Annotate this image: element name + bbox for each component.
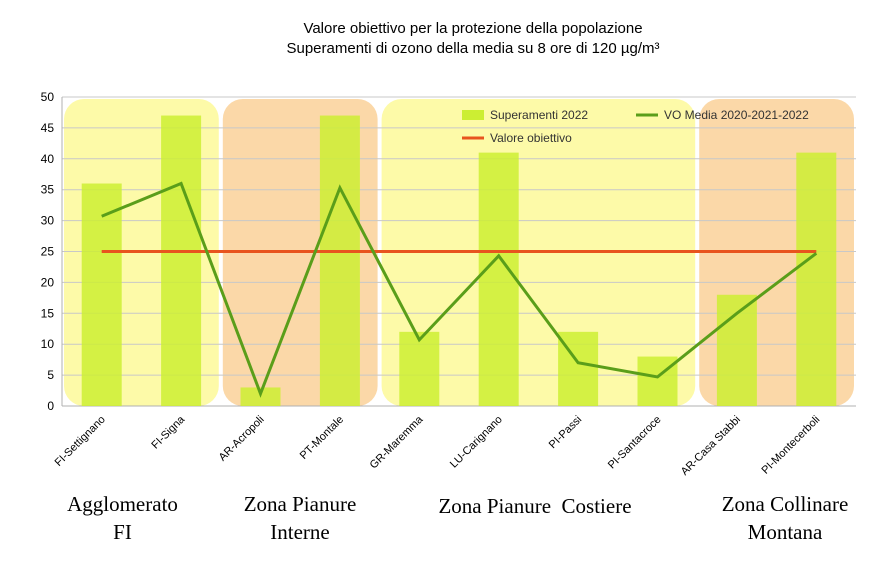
bar (399, 331, 440, 406)
bar (81, 183, 122, 406)
bar (796, 152, 837, 406)
x-tick-label: LU-Carignano (448, 414, 505, 471)
zone-label-line2: Interne (270, 520, 330, 544)
legend-label: Superamenti 2022 (490, 108, 588, 122)
x-tick-label: AR-Casa Stabbi (679, 414, 743, 478)
zone-label-pianure-costiere: Zona Pianure Costiere (405, 492, 665, 520)
bar (319, 115, 360, 406)
zone-label-line2: Montana (747, 520, 823, 544)
zone-label-line1: Agglomerato (67, 492, 178, 516)
y-tick-label: 20 (41, 275, 55, 289)
bar (161, 115, 202, 406)
x-tick-label: GR-Maremma (368, 413, 426, 471)
zone-label-collinare-montana: Zona Collinare Montana (700, 490, 870, 546)
x-tick-label: PI-Passi (547, 414, 584, 451)
y-tick-label: 0 (47, 399, 54, 413)
x-tick-label: AR-Acropoli (217, 414, 267, 464)
x-tick-label: FI-Settignano (53, 414, 108, 469)
y-tick-label: 30 (41, 214, 55, 228)
bar (478, 152, 519, 406)
x-tick-label: PI-Santacroce (606, 414, 664, 472)
zone-label-line1: Zona Collinare (721, 492, 849, 516)
y-tick-label: 5 (47, 368, 54, 382)
zone-label-pianure-interne: Zona Pianure Interne (215, 490, 385, 546)
y-tick-label: 40 (41, 152, 55, 166)
zone-label-agglomerato: Agglomerato FI (40, 490, 205, 546)
legend-swatch (462, 110, 484, 120)
y-tick-label: 45 (41, 121, 55, 135)
y-tick-label: 15 (41, 306, 55, 320)
x-tick-label: PT-Montale (298, 414, 346, 462)
chart-canvas: 0 5 10 15 20 25 30 35 40 45 50 FI-Settignano FI-Sign… (41, 90, 856, 478)
zone-label-line1: Zona Pianure (438, 494, 552, 518)
zone-label-line1: Zona Pianure (243, 492, 357, 516)
chart-title: Valore obiettivo per la protezione della… (303, 20, 643, 37)
x-tick-label: PI-Montecerboli (759, 414, 822, 477)
legend-label: VO Media 2020-2021-2022 (664, 108, 809, 122)
legend-label: Valore obiettivo (490, 131, 572, 145)
zone-label-line2: Costiere (561, 494, 632, 518)
chart-subtitle: Superamenti di ozono della media su 8 or… (286, 40, 660, 57)
y-tick-label: 25 (41, 245, 55, 259)
x-tick-label: FI-Signa (149, 413, 188, 452)
y-tick-label: 10 (41, 337, 55, 351)
zone-label-line2: FI (113, 520, 132, 544)
average-line (101, 181, 818, 398)
y-tick-label: 50 (41, 90, 55, 104)
y-tick-label: 35 (41, 183, 55, 197)
